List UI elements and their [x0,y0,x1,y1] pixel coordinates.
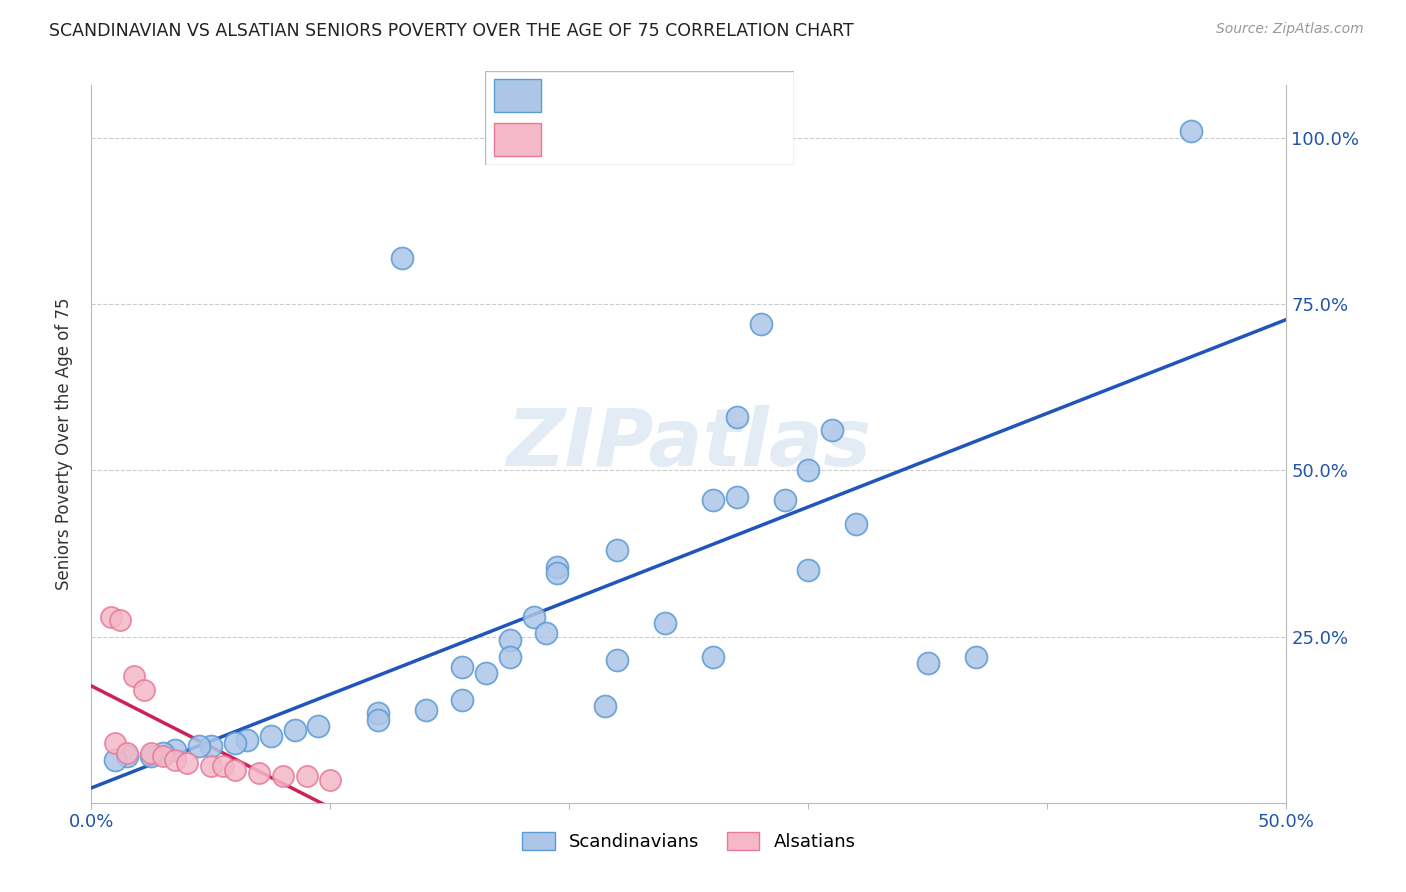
Point [163,753,186,767]
Point [367,713,389,727]
Point [415,703,437,717]
Point [821,424,844,438]
Point [141,746,162,760]
Point [391,251,413,265]
Text: Source: ZipAtlas.com: Source: ZipAtlas.com [1216,22,1364,37]
Point [176,756,198,770]
Point [450,659,472,673]
Point [104,753,127,767]
Point [200,739,222,754]
Point [152,746,174,760]
Text: R =  0.671   N = 42: R = 0.671 N = 42 [553,88,710,103]
Point [749,317,772,331]
Point [152,749,174,764]
Point [200,759,222,773]
Point [367,706,389,720]
Point [534,626,557,640]
Point [211,759,233,773]
Point [163,742,186,756]
Point [141,749,162,764]
Point [725,410,748,425]
FancyBboxPatch shape [495,123,541,156]
Point [523,609,546,624]
Y-axis label: Seniors Poverty Over the Age of 75: Seniors Poverty Over the Age of 75 [55,298,73,590]
Text: R = -0.367   N = 17: R = -0.367 N = 17 [553,132,711,147]
Point [702,649,724,664]
Point [498,649,520,664]
Point [725,490,748,504]
Point [654,616,676,631]
Point [307,719,329,733]
Point [187,739,211,754]
Point [474,666,498,681]
Point [1180,124,1202,138]
Legend: Scandinavians, Alsatians: Scandinavians, Alsatians [515,824,863,858]
Point [547,566,569,581]
Text: ZIPatlas: ZIPatlas [506,405,872,483]
Point [593,699,616,714]
FancyBboxPatch shape [485,71,794,165]
Point [917,656,939,670]
Point [235,732,259,747]
Point [100,609,122,624]
Point [295,769,318,783]
Point [284,723,307,737]
Point [797,563,820,577]
Point [259,729,281,743]
Point [797,463,820,477]
Point [606,653,628,667]
Point [606,543,628,558]
Point [104,736,127,750]
Point [319,772,342,787]
Point [124,669,146,683]
Point [115,749,138,764]
Point [773,493,796,508]
Text: SCANDINAVIAN VS ALSATIAN SENIORS POVERTY OVER THE AGE OF 75 CORRELATION CHART: SCANDINAVIAN VS ALSATIAN SENIORS POVERTY… [49,22,853,40]
Point [845,516,868,531]
Point [547,559,569,574]
Point [224,736,246,750]
Point [498,632,520,647]
Point [271,769,294,783]
Point [108,613,131,627]
Point [132,682,155,697]
FancyBboxPatch shape [495,78,541,112]
Point [450,692,472,706]
Point [115,746,138,760]
Point [702,493,724,508]
Point [247,765,270,780]
Point [224,763,246,777]
Point [965,649,987,664]
